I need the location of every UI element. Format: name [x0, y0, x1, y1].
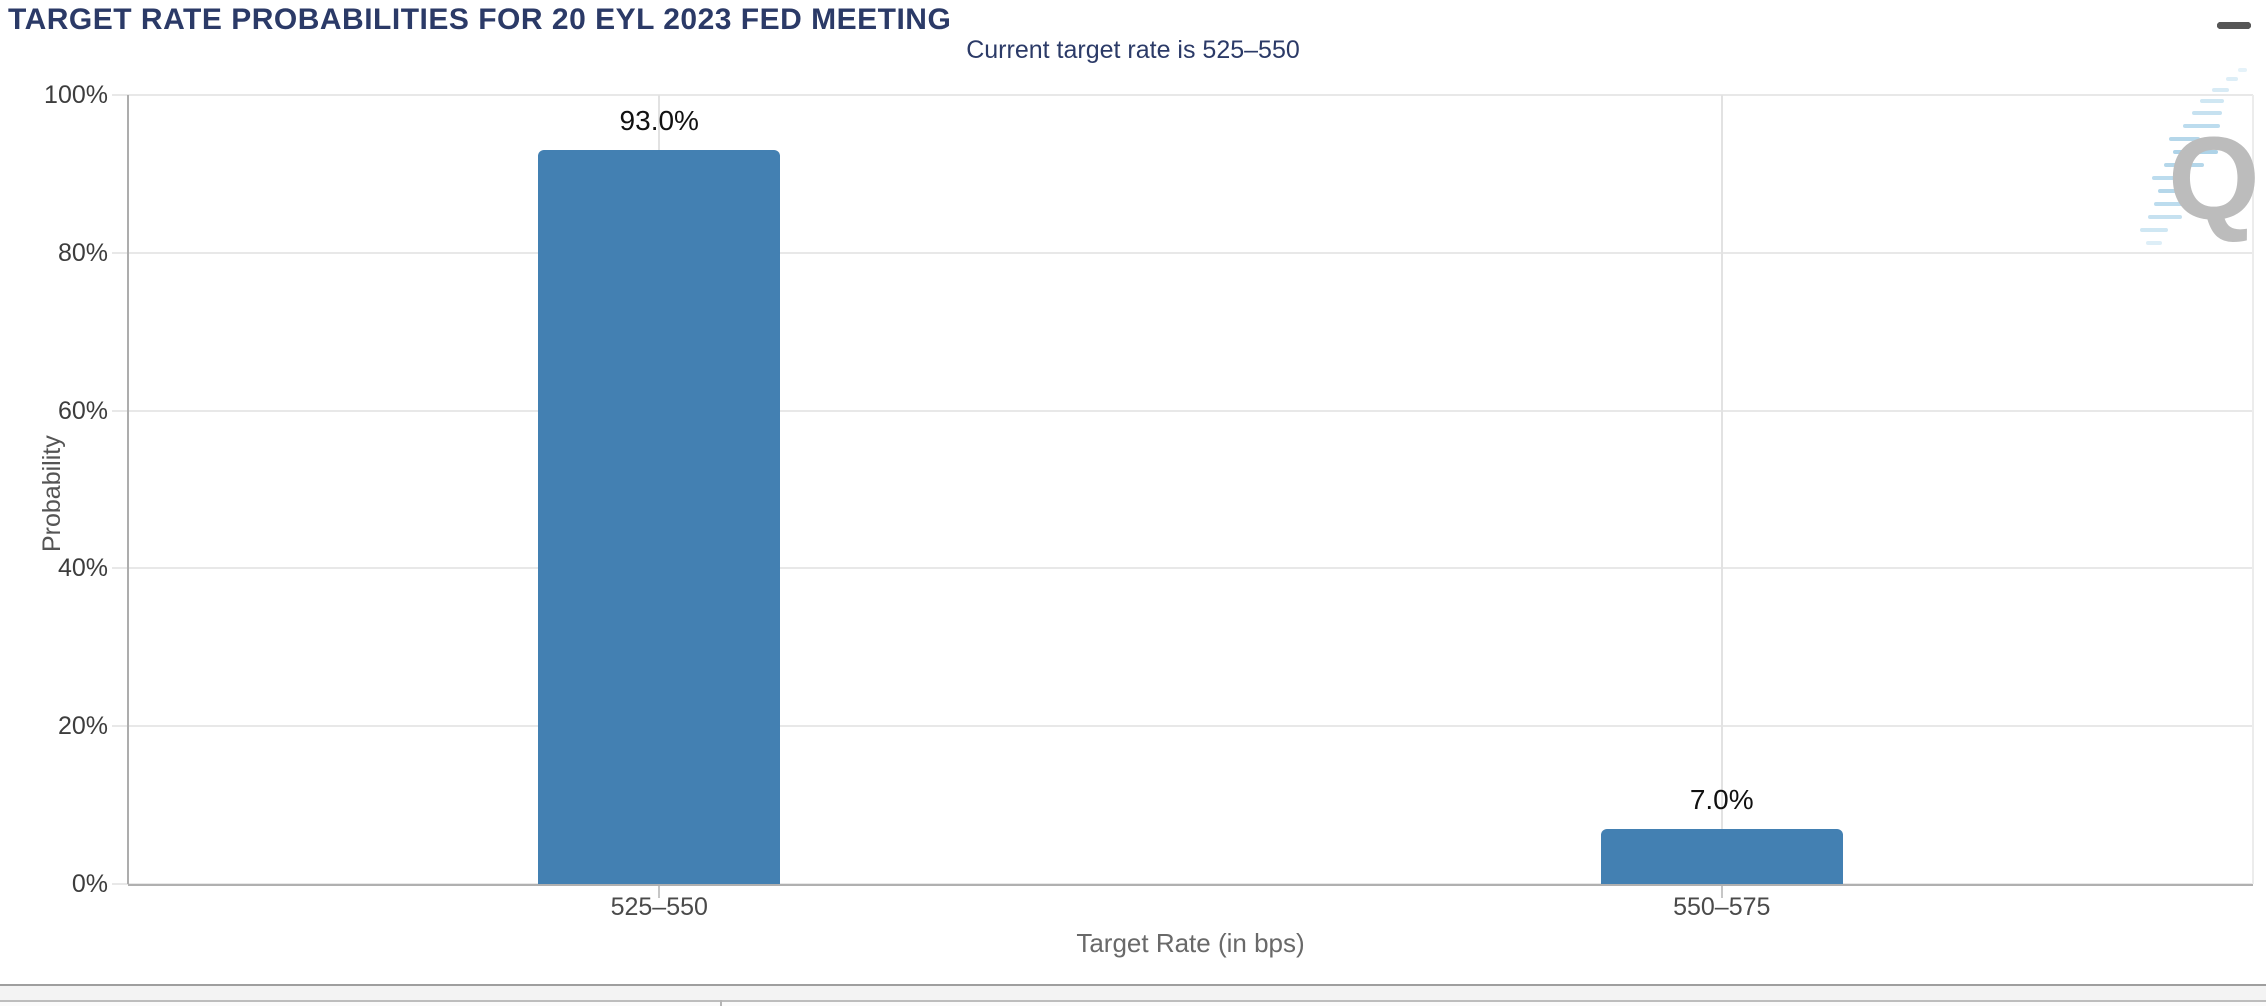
- y-gridline: [112, 251, 2253, 254]
- x-axis-tick: [658, 884, 661, 898]
- y-axis-tick-label: 40%: [57, 554, 108, 583]
- bar-value-label: 7.0%: [1689, 783, 1754, 815]
- table-row: [0, 1002, 2266, 1006]
- plot-right-border: [2252, 95, 2254, 884]
- x-axis-line: [128, 884, 2253, 886]
- y-axis-tick-label: 100%: [44, 81, 108, 109]
- x-gridline: [1720, 95, 1723, 884]
- chart-context-menu-button[interactable]: [2217, 22, 2251, 54]
- y-axis-line: [127, 95, 129, 884]
- chart-subtitle: Current target rate is 525–550: [966, 36, 1300, 64]
- y-gridline: [112, 94, 2253, 96]
- table-column-divider: [720, 1000, 722, 1006]
- x-axis-tick: [1720, 884, 1723, 898]
- watermark-q-logo: Q: [2168, 113, 2260, 245]
- table-top-border: [0, 984, 2266, 986]
- y-gridline: [112, 567, 2253, 570]
- x-axis-category-label: 525–550: [610, 893, 708, 921]
- probability-bar[interactable]: [538, 150, 781, 884]
- y-gridline: [112, 409, 2253, 412]
- chart-title: TARGET RATE PROBABILITIES FOR 20 EYL 202…: [8, 3, 952, 36]
- y-axis-tick-label: 20%: [57, 712, 108, 741]
- hamburger-menu-icon: [2217, 22, 2251, 29]
- y-axis-title: Probability: [38, 435, 66, 552]
- bar-value-label: 93.0%: [619, 105, 699, 137]
- quikstrike-watermark: Q: [2130, 60, 2266, 250]
- y-axis-tick-label: 0%: [71, 870, 108, 898]
- table-header-border: [0, 1000, 2266, 1002]
- y-gridline: [112, 725, 2253, 728]
- watermark-swoosh-icon: [2140, 68, 2247, 245]
- x-axis-title: Target Rate (in bps): [1076, 928, 1305, 958]
- y-axis-tick-label: 80%: [57, 238, 108, 267]
- table-header-row: [0, 986, 2266, 1000]
- probability-bar[interactable]: [1600, 828, 1843, 884]
- y-axis-tick-label: 60%: [57, 396, 108, 425]
- x-axis-category-label: 550–575: [1673, 893, 1771, 921]
